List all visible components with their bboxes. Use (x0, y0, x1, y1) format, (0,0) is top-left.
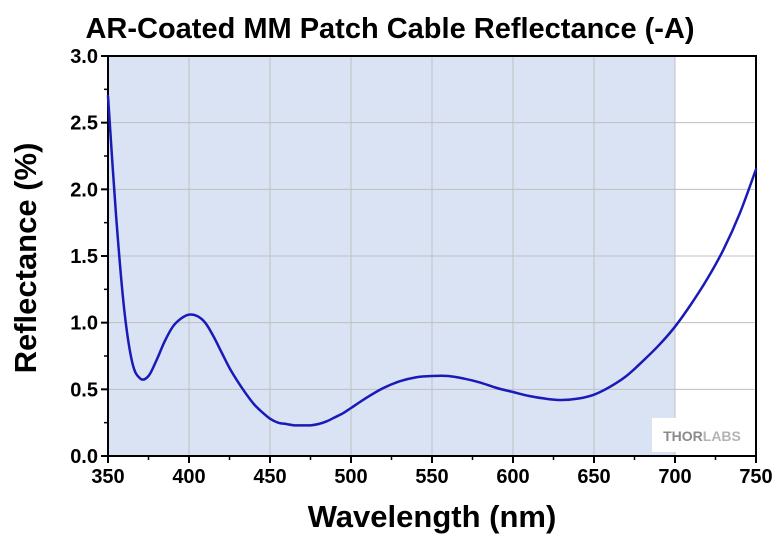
x-axis-label: Wavelength (nm) (308, 499, 557, 534)
grid (108, 56, 756, 456)
y-tick-label: 2.5 (70, 113, 98, 135)
y-tick-label: 3.0 (70, 46, 98, 68)
y-tick-label: 0.5 (70, 379, 98, 401)
y-tick-labels: 0.0 0.5 1.0 1.5 2.0 2.5 3.0 (70, 46, 98, 468)
x-tick-label: 500 (334, 466, 367, 488)
thorlabs-logo: THORLABS (652, 418, 752, 452)
x-tick-label: 550 (415, 466, 448, 488)
chart-title: AR-Coated MM Patch Cable Reflectance (-A… (85, 13, 694, 45)
reflectance-curve (106, 94, 758, 427)
logo-text-thor: THOR (663, 428, 703, 444)
y-tick-label: 1.5 (70, 246, 98, 268)
x-tick-label: 700 (658, 466, 691, 488)
svg-text:THORLABS: THORLABS (663, 428, 741, 444)
x-tick-label: 750 (739, 466, 772, 488)
x-tick-label: 650 (577, 466, 610, 488)
y-tick-label: 2.0 (70, 179, 98, 201)
axis-ticks (101, 55, 757, 463)
x-tick-label: 600 (496, 466, 529, 488)
x-tick-labels: 350 400 450 500 550 600 650 700 750 (91, 466, 772, 488)
y-tick-label: 0.0 (70, 446, 98, 468)
x-tick-label: 450 (253, 466, 286, 488)
y-axis-label: Reflectance (%) (8, 143, 43, 374)
x-tick-label: 350 (91, 466, 124, 488)
logo-text-labs: LABS (703, 428, 741, 444)
y-tick-label: 1.0 (70, 313, 98, 335)
x-tick-label: 400 (172, 466, 205, 488)
